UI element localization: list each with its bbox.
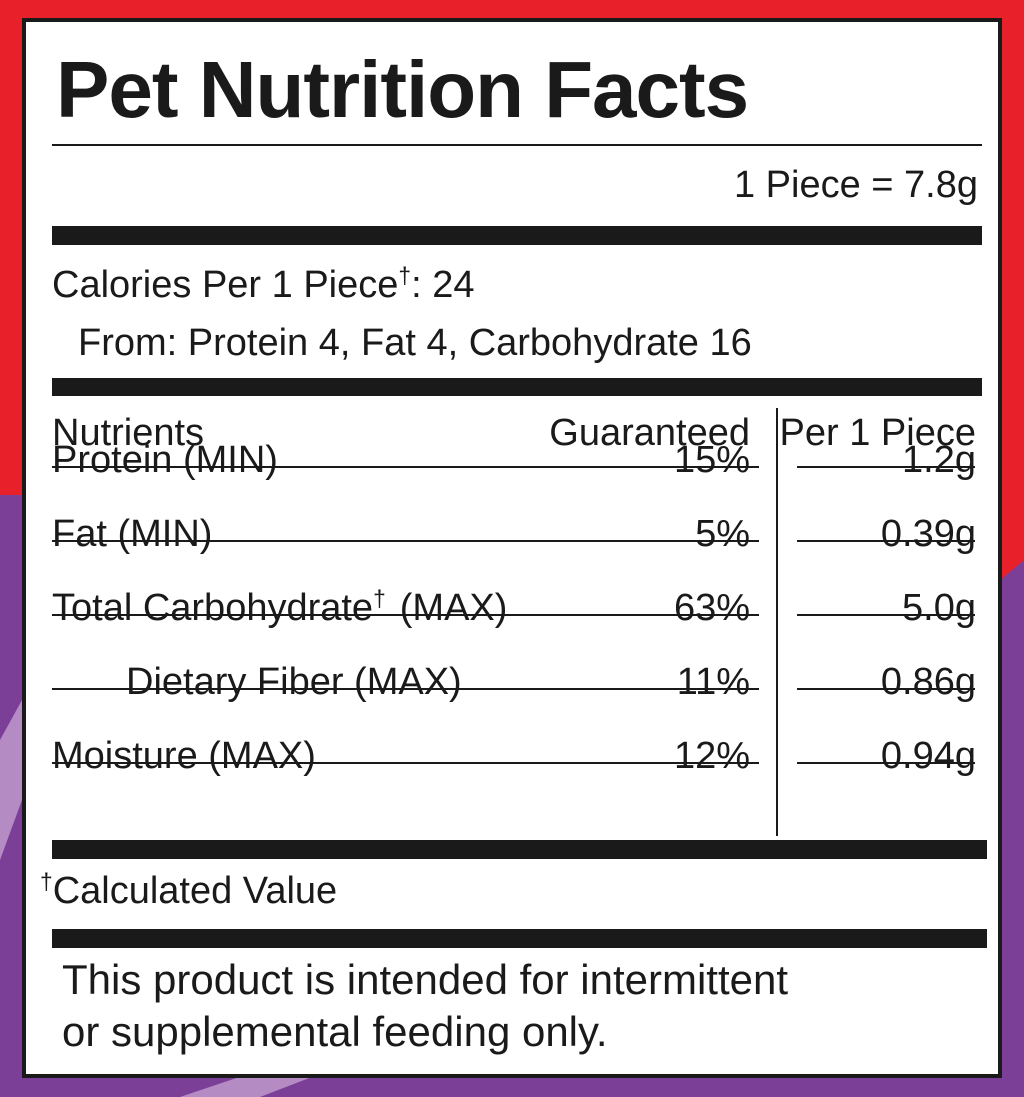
guaranteed: 11% <box>676 661 750 703</box>
guaranteed: 63% <box>673 587 750 629</box>
thick-rule <box>52 929 987 948</box>
nutrient: Moisture (MAX) <box>52 735 316 778</box>
row-rule <box>52 540 759 542</box>
per-piece: 0.86g <box>880 661 976 703</box>
row-rule <box>52 614 759 616</box>
nutrient: Dietary Fiber (MAX) <box>126 661 462 704</box>
nutrient: Protein (MIN) <box>52 439 278 482</box>
thick-rule <box>52 840 987 859</box>
per-piece: 1.2g <box>902 439 976 481</box>
thick-rule <box>52 378 982 396</box>
nutrient: Fat (MIN) <box>52 513 212 556</box>
header-guaranteed: Guaranteed <box>549 412 750 454</box>
nutrient-name: Total Carbohydrate <box>52 587 374 629</box>
disclaimer-line: This product is intended for intermitten… <box>62 956 789 1003</box>
calories: Calories Per 1 Piece†: 24 <box>52 264 474 307</box>
nutrient: Total Carbohydrate† (MAX) <box>52 587 507 630</box>
serving: 1 Piece = 7.8g <box>733 164 978 206</box>
calories-from: From: Protein 4, Fat 4, Carbohydrate 16 <box>78 322 752 364</box>
footnote-text: Calculated Value <box>52 870 338 912</box>
guaranteed: 12% <box>673 735 750 777</box>
row-rule <box>52 688 759 690</box>
dagger: † <box>373 585 386 612</box>
row-rule <box>797 540 975 542</box>
row-rule <box>52 762 759 764</box>
row-rule <box>797 762 975 764</box>
nutrient-name: Moisture (MAX) <box>52 735 316 777</box>
guaranteed: 5% <box>695 513 750 555</box>
label-card: Pet Nutrition Facts 1 Piece = 7.8g Calor… <box>22 18 1002 1078</box>
row-rule <box>797 688 975 690</box>
header-nutrients: Nutrients <box>52 412 205 454</box>
per-piece: 0.39g <box>880 513 976 555</box>
per-piece: 5.0g <box>902 587 976 629</box>
disclaimer-line: or supplemental feeding only. <box>62 1008 608 1055</box>
header-per-piece: Per 1 Piece <box>779 412 976 454</box>
dagger: † <box>40 868 53 895</box>
rule <box>52 144 982 146</box>
dagger: † <box>398 262 412 289</box>
row-rule <box>797 614 975 616</box>
per-piece: 0.94g <box>880 735 976 777</box>
nutrient-name: Protein (MIN) <box>52 439 278 481</box>
thick-rule <box>52 226 982 245</box>
calories-value: : 24 <box>411 264 475 306</box>
nutrient-name: Fat (MIN) <box>52 513 213 555</box>
title: Pet Nutrition Facts <box>56 45 749 134</box>
guaranteed: 15% <box>673 439 750 481</box>
qualifier: (MAX) <box>399 587 508 629</box>
row-rule <box>52 466 759 468</box>
footnote: †Calculated Value <box>40 870 337 913</box>
nutrient-name: Dietary Fiber (MAX) <box>126 661 462 703</box>
calories-label: Calories Per 1 Piece <box>52 264 399 306</box>
row-rule <box>797 466 975 468</box>
column-divider <box>776 408 778 836</box>
